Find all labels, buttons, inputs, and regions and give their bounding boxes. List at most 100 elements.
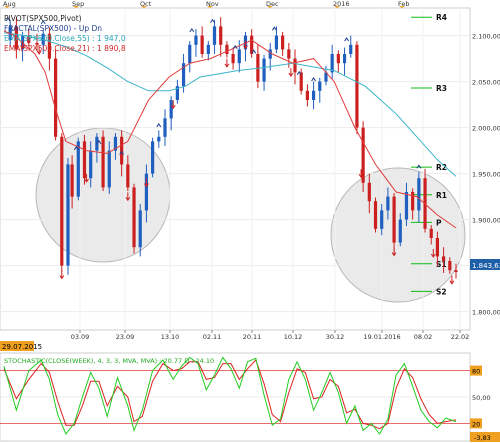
legend-ema21: EMA(SPX500.Close,21) : 1 890,8 [4,44,126,53]
oscillator-panel: 80 20 50,00 -3,83 [0,356,500,442]
y-tick-label: 1.900,00 [472,217,500,225]
month-label: Aug [3,0,16,8]
pivot-label: R2 [436,163,447,172]
grid [0,8,470,330]
candle-body [237,49,241,64]
candle-body [435,238,440,257]
candle-body [138,210,142,248]
moving-averages [3,30,457,229]
x-tick-label: 23.09 [116,333,135,341]
candle-body [120,136,124,165]
x-tick-label: 22.02 [451,333,470,341]
candle-body [157,136,161,142]
fractal-up-marker [119,150,125,155]
month-label: 2016 [333,0,350,8]
ema21-line [3,30,457,229]
candle-body [342,54,347,64]
candle-body [336,54,340,64]
month-marker [334,6,340,8]
candle-body [398,219,402,243]
candle-body [181,63,186,87]
chart-title: PIVOT(SPX500,Pivot) [4,14,82,23]
fractal-up-marker [251,49,257,54]
candle-body [330,54,334,73]
month-label: Nov [206,0,219,8]
oscillator-level-badge [470,365,482,376]
pivot-label: S2 [436,287,447,296]
fractal-up-marker [96,139,102,145]
fractal-up-marker [344,37,350,42]
date-axis: 03.09 23.09 13.10 02.11 20.11 10.12 30.12 19.01… [71,330,470,341]
candle-body [132,187,136,248]
stochastic-d-line [3,359,457,430]
candle-body [448,261,452,271]
oscillator-current-label: -3,83 [474,434,491,442]
x-tick-label: 19.01.2016 [363,333,400,341]
candle-body [429,228,433,238]
month-label: Sep [72,0,84,8]
candle-body [219,26,223,45]
y-tick-label: 1.950,00 [472,171,500,179]
candle-body [70,164,74,197]
x-tick-label: 10.12 [284,333,303,341]
x-tick-label: 20.11 [243,333,262,341]
x-tick-label: 02.11 [203,333,222,341]
candle-body [411,192,415,211]
ema55-line [3,32,457,177]
candle-body [194,35,198,45]
candle-body [404,192,409,220]
pivot-levels: R4 R3 R2 R1 P S1 S2 [411,13,447,296]
x-tick-label: 13.10 [161,333,180,341]
pivot-label: R1 [436,191,447,200]
candle-body [66,164,70,266]
fractal-markers [5,17,455,285]
candle-body [361,127,365,183]
x-tick-label: 03.09 [71,333,90,341]
candle-body [163,118,167,137]
pivot-label: P [436,218,442,227]
candle-body [53,58,58,137]
fractal-up-marker [40,19,46,25]
candle-body [442,256,446,261]
month-marker [399,6,405,8]
candle-body [355,44,359,128]
candle-body [324,72,328,82]
start-date-label: 29.07.2015 [2,343,42,351]
candle-body [175,86,179,100]
candle-body [281,35,285,50]
candle-body [293,58,297,73]
candle-body [367,182,371,202]
candle-body [386,196,390,211]
oscillator-level-badge [470,418,482,429]
oscillator-current-badge [470,432,500,442]
candle-body [47,33,52,59]
pivot-label: R3 [436,84,447,93]
month-marker [4,6,10,8]
candle-body [454,270,458,273]
legend-fractal: FRACTAL(SPX500) - Up Dn [4,24,102,33]
fractal-up-marker [5,17,11,22]
y-tick-label: 2.100,00 [472,33,500,41]
fractal-up-marker [296,70,302,76]
month-label: Oct [140,0,152,8]
candle-body [151,141,155,174]
oscillator-tick-label: 50,00 [472,394,491,402]
fractal-up-marker [311,77,317,82]
stochastic-k-line [3,356,457,435]
candle-body [188,44,192,64]
fractal-up-marker [73,146,79,151]
candle-body [380,210,384,229]
oscillator-label: STOCHASTIC(CLOSE(WEEK), 4, 3, 3, MVA, MV… [4,357,214,365]
candle-body [126,164,130,188]
month-marker [141,6,147,8]
fractal-up-marker [416,164,422,169]
candle-body [305,90,309,100]
candle-body [35,42,39,45]
candle-body [76,141,80,197]
candle-body [113,136,118,151]
candle-body [82,141,87,179]
candle-body [200,35,204,54]
candle-body [349,44,353,54]
month-marker [73,6,79,8]
